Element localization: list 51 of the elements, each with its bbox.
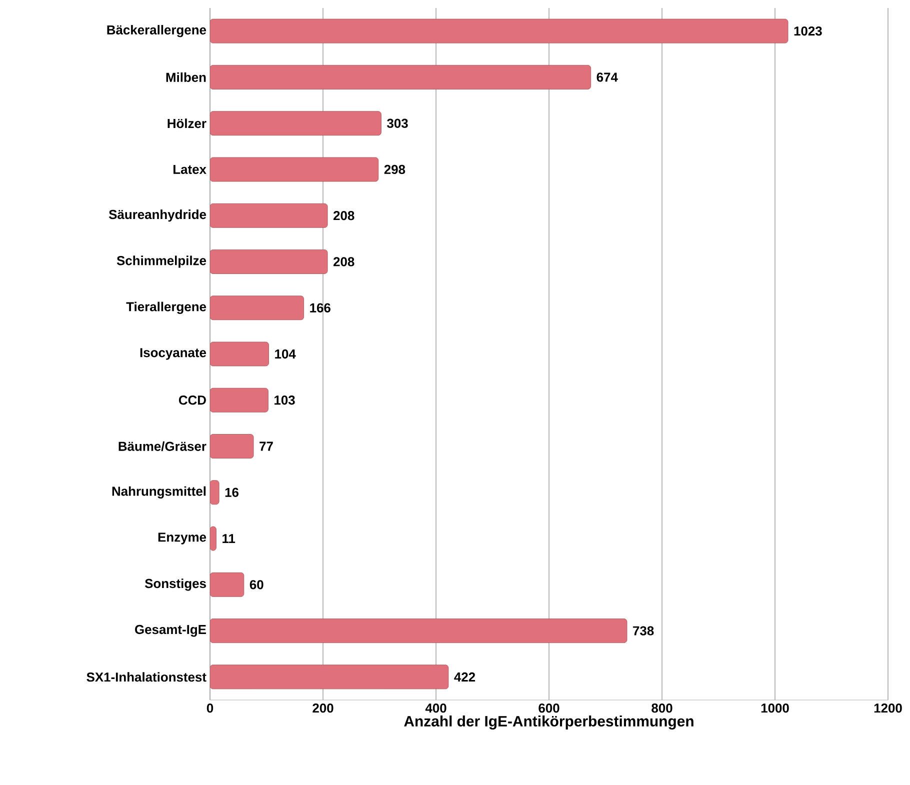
data-label: 103: [274, 396, 295, 405]
data-label: 104: [275, 349, 296, 359]
bar: [210, 342, 269, 366]
y-tick-label: Sonstiges: [144, 578, 206, 591]
x-tick-label: 800: [652, 704, 672, 713]
data-label: 11: [222, 534, 236, 543]
bar: [210, 203, 328, 228]
y-tick-label: Enzyme: [158, 532, 206, 544]
data-label: 60: [250, 580, 264, 590]
data-label: 422: [454, 672, 476, 682]
bar: [210, 434, 254, 458]
bar: [210, 296, 304, 320]
x-tick-label: 1200: [874, 704, 902, 713]
y-tick-label: Schimmelpilze: [116, 256, 206, 268]
y-tick-label: SX1-Inhalationstest: [86, 672, 206, 682]
bar: [210, 388, 268, 412]
data-label: 166: [310, 303, 330, 312]
bar: [210, 572, 244, 597]
y-tick-label: Nahrungsmittel: [112, 486, 206, 498]
x-axis-title: Anzahl der IgE-Antikörperbestimmungen: [404, 716, 694, 730]
x-tick-label: 400: [425, 704, 446, 713]
x-tick-label: 0: [206, 704, 214, 713]
data-label: 16: [225, 488, 238, 497]
y-tick-label: Tierallergene: [126, 302, 206, 314]
bar: [210, 18, 788, 44]
y-tick-label: Hölzer: [168, 118, 206, 128]
data-label: 303: [387, 118, 408, 128]
data-label: 738: [633, 626, 654, 636]
bar: [210, 157, 379, 182]
bar: [210, 618, 628, 643]
y-tick-label: Isocyanate: [140, 348, 206, 360]
y-tick-label: Latex: [174, 164, 206, 174]
bar: [210, 111, 382, 136]
y-tick-label: Säureanhydride: [108, 210, 206, 222]
x-tick-label: 600: [538, 704, 560, 713]
y-tick-label: Milben: [166, 72, 206, 82]
bar: [210, 250, 328, 274]
data-label: 298: [384, 164, 406, 174]
y-tick-label: Bäckerallergene: [107, 24, 206, 38]
y-tick-label: Bäume/Gräser: [118, 441, 206, 452]
data-label: 77: [260, 442, 273, 451]
y-tick-label: Gesamt-IgE: [135, 624, 206, 637]
x-tick-label: 1000: [761, 704, 789, 713]
y-tick-label: CCD: [178, 396, 206, 405]
bar: [210, 64, 592, 90]
data-label: 1023: [794, 26, 822, 36]
bar: [210, 664, 449, 690]
data-label: 208: [333, 211, 354, 220]
data-label: 674: [596, 72, 618, 82]
data-label: 208: [333, 257, 354, 266]
x-tick-label: 200: [312, 704, 334, 713]
